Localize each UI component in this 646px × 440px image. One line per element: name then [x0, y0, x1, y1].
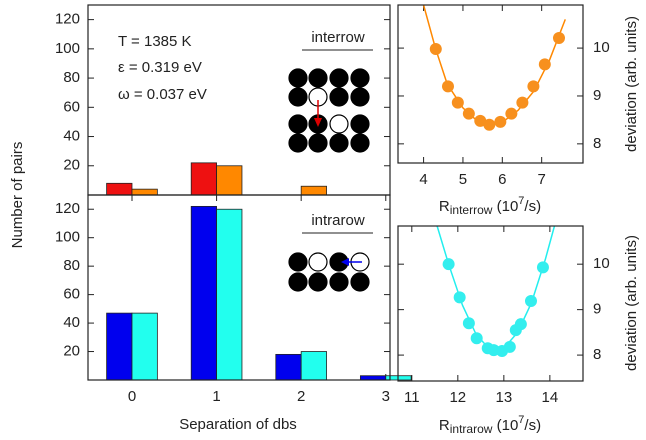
point [503, 340, 516, 353]
bar [359, 375, 387, 381]
y-tick-label: 40 [63, 128, 80, 145]
point [451, 96, 464, 109]
bar [190, 205, 217, 381]
point [470, 332, 483, 345]
bar [131, 188, 158, 196]
y-axis-label: Number of pairs [9, 142, 26, 249]
bar [131, 312, 158, 381]
x-axis-label: Rinterrow (107/s) [439, 195, 541, 217]
x-tick-label: 3 [382, 388, 390, 405]
point [527, 80, 540, 93]
point [429, 43, 442, 56]
point [442, 258, 455, 271]
x-tick-label: 7 [537, 171, 545, 188]
y-tick-label: 80 [63, 257, 80, 274]
point [505, 107, 518, 120]
y-tick-label: 9 [593, 301, 601, 318]
plot-frame [397, 4, 584, 164]
bar [300, 351, 327, 381]
point [536, 261, 549, 274]
y-tick-label: 120 [55, 200, 80, 217]
point [483, 118, 496, 131]
intrarow-diagram [288, 252, 370, 292]
bar [216, 208, 243, 381]
point [516, 96, 529, 109]
annotation: ω = 0.037 eV [118, 86, 207, 103]
x-tick-label: 1 [212, 388, 220, 405]
x-tick-label: 4 [419, 171, 427, 188]
annotation: interrow [311, 29, 365, 46]
y-tick-label: 60 [63, 286, 80, 303]
x-axis-label: Separation of dbs [179, 416, 297, 433]
bar [300, 185, 327, 196]
label-part: /s) [524, 417, 541, 434]
y-tick-label: 80 [63, 69, 80, 86]
y-tick-label: 8 [593, 346, 601, 363]
x-tick-label: 6 [498, 171, 506, 188]
y-tick-label: 60 [63, 98, 80, 115]
y-tick-label: 20 [63, 157, 80, 174]
x-tick-label: 12 [449, 389, 466, 406]
point [453, 291, 466, 304]
annotation: intrarow [311, 212, 365, 229]
label-part: (10 [492, 198, 518, 215]
label-part: intrarow [450, 422, 493, 436]
x-tick-label: 13 [496, 389, 513, 406]
annotation: T = 1385 K [118, 33, 192, 50]
label-part: 7 [518, 195, 524, 207]
y-tick-label: 100 [55, 40, 80, 57]
plot-frame [87, 194, 391, 381]
y-tick-label: 10 [593, 255, 610, 272]
point [552, 32, 565, 45]
point [514, 318, 527, 331]
label-part: R [439, 198, 450, 215]
plot-frame [397, 225, 584, 382]
bar [106, 182, 133, 196]
x-tick-label: 2 [297, 388, 305, 405]
x-tick-label: 11 [404, 389, 420, 406]
bar [275, 353, 302, 381]
bar [106, 312, 133, 381]
point [524, 295, 537, 307]
y-tick-label: 120 [55, 11, 80, 28]
y-axis-label: deviation (arb. units) [623, 16, 640, 152]
interrow-diagram [288, 68, 370, 153]
y-tick-label: 20 [63, 343, 80, 360]
label-part: R [439, 417, 450, 434]
y-tick-label: 8 [593, 135, 601, 152]
label-part: (10 [492, 417, 518, 434]
bar [216, 165, 243, 196]
annotation: ε = 0.319 eV [118, 59, 202, 76]
point [474, 114, 487, 127]
x-axis-label: Rintrarow (107/s) [439, 414, 541, 436]
y-tick-label: 9 [593, 87, 601, 104]
point [441, 80, 454, 93]
y-tick-label: 40 [63, 314, 80, 331]
point [494, 115, 507, 128]
label-part: 7 [518, 414, 524, 426]
fit-line [436, 225, 556, 351]
point [462, 317, 475, 330]
label-part: interrow [450, 203, 493, 217]
point [538, 58, 551, 71]
x-tick-label: 14 [542, 389, 559, 406]
y-tick-label: 100 [55, 229, 80, 246]
x-tick-label: 5 [459, 171, 467, 188]
label-part: /s) [524, 198, 541, 215]
x-tick-label: 0 [128, 388, 136, 405]
bar [190, 162, 217, 196]
y-tick-label: 10 [593, 39, 610, 56]
point [462, 107, 475, 120]
y-axis-label: deviation (arb. units) [623, 235, 640, 371]
